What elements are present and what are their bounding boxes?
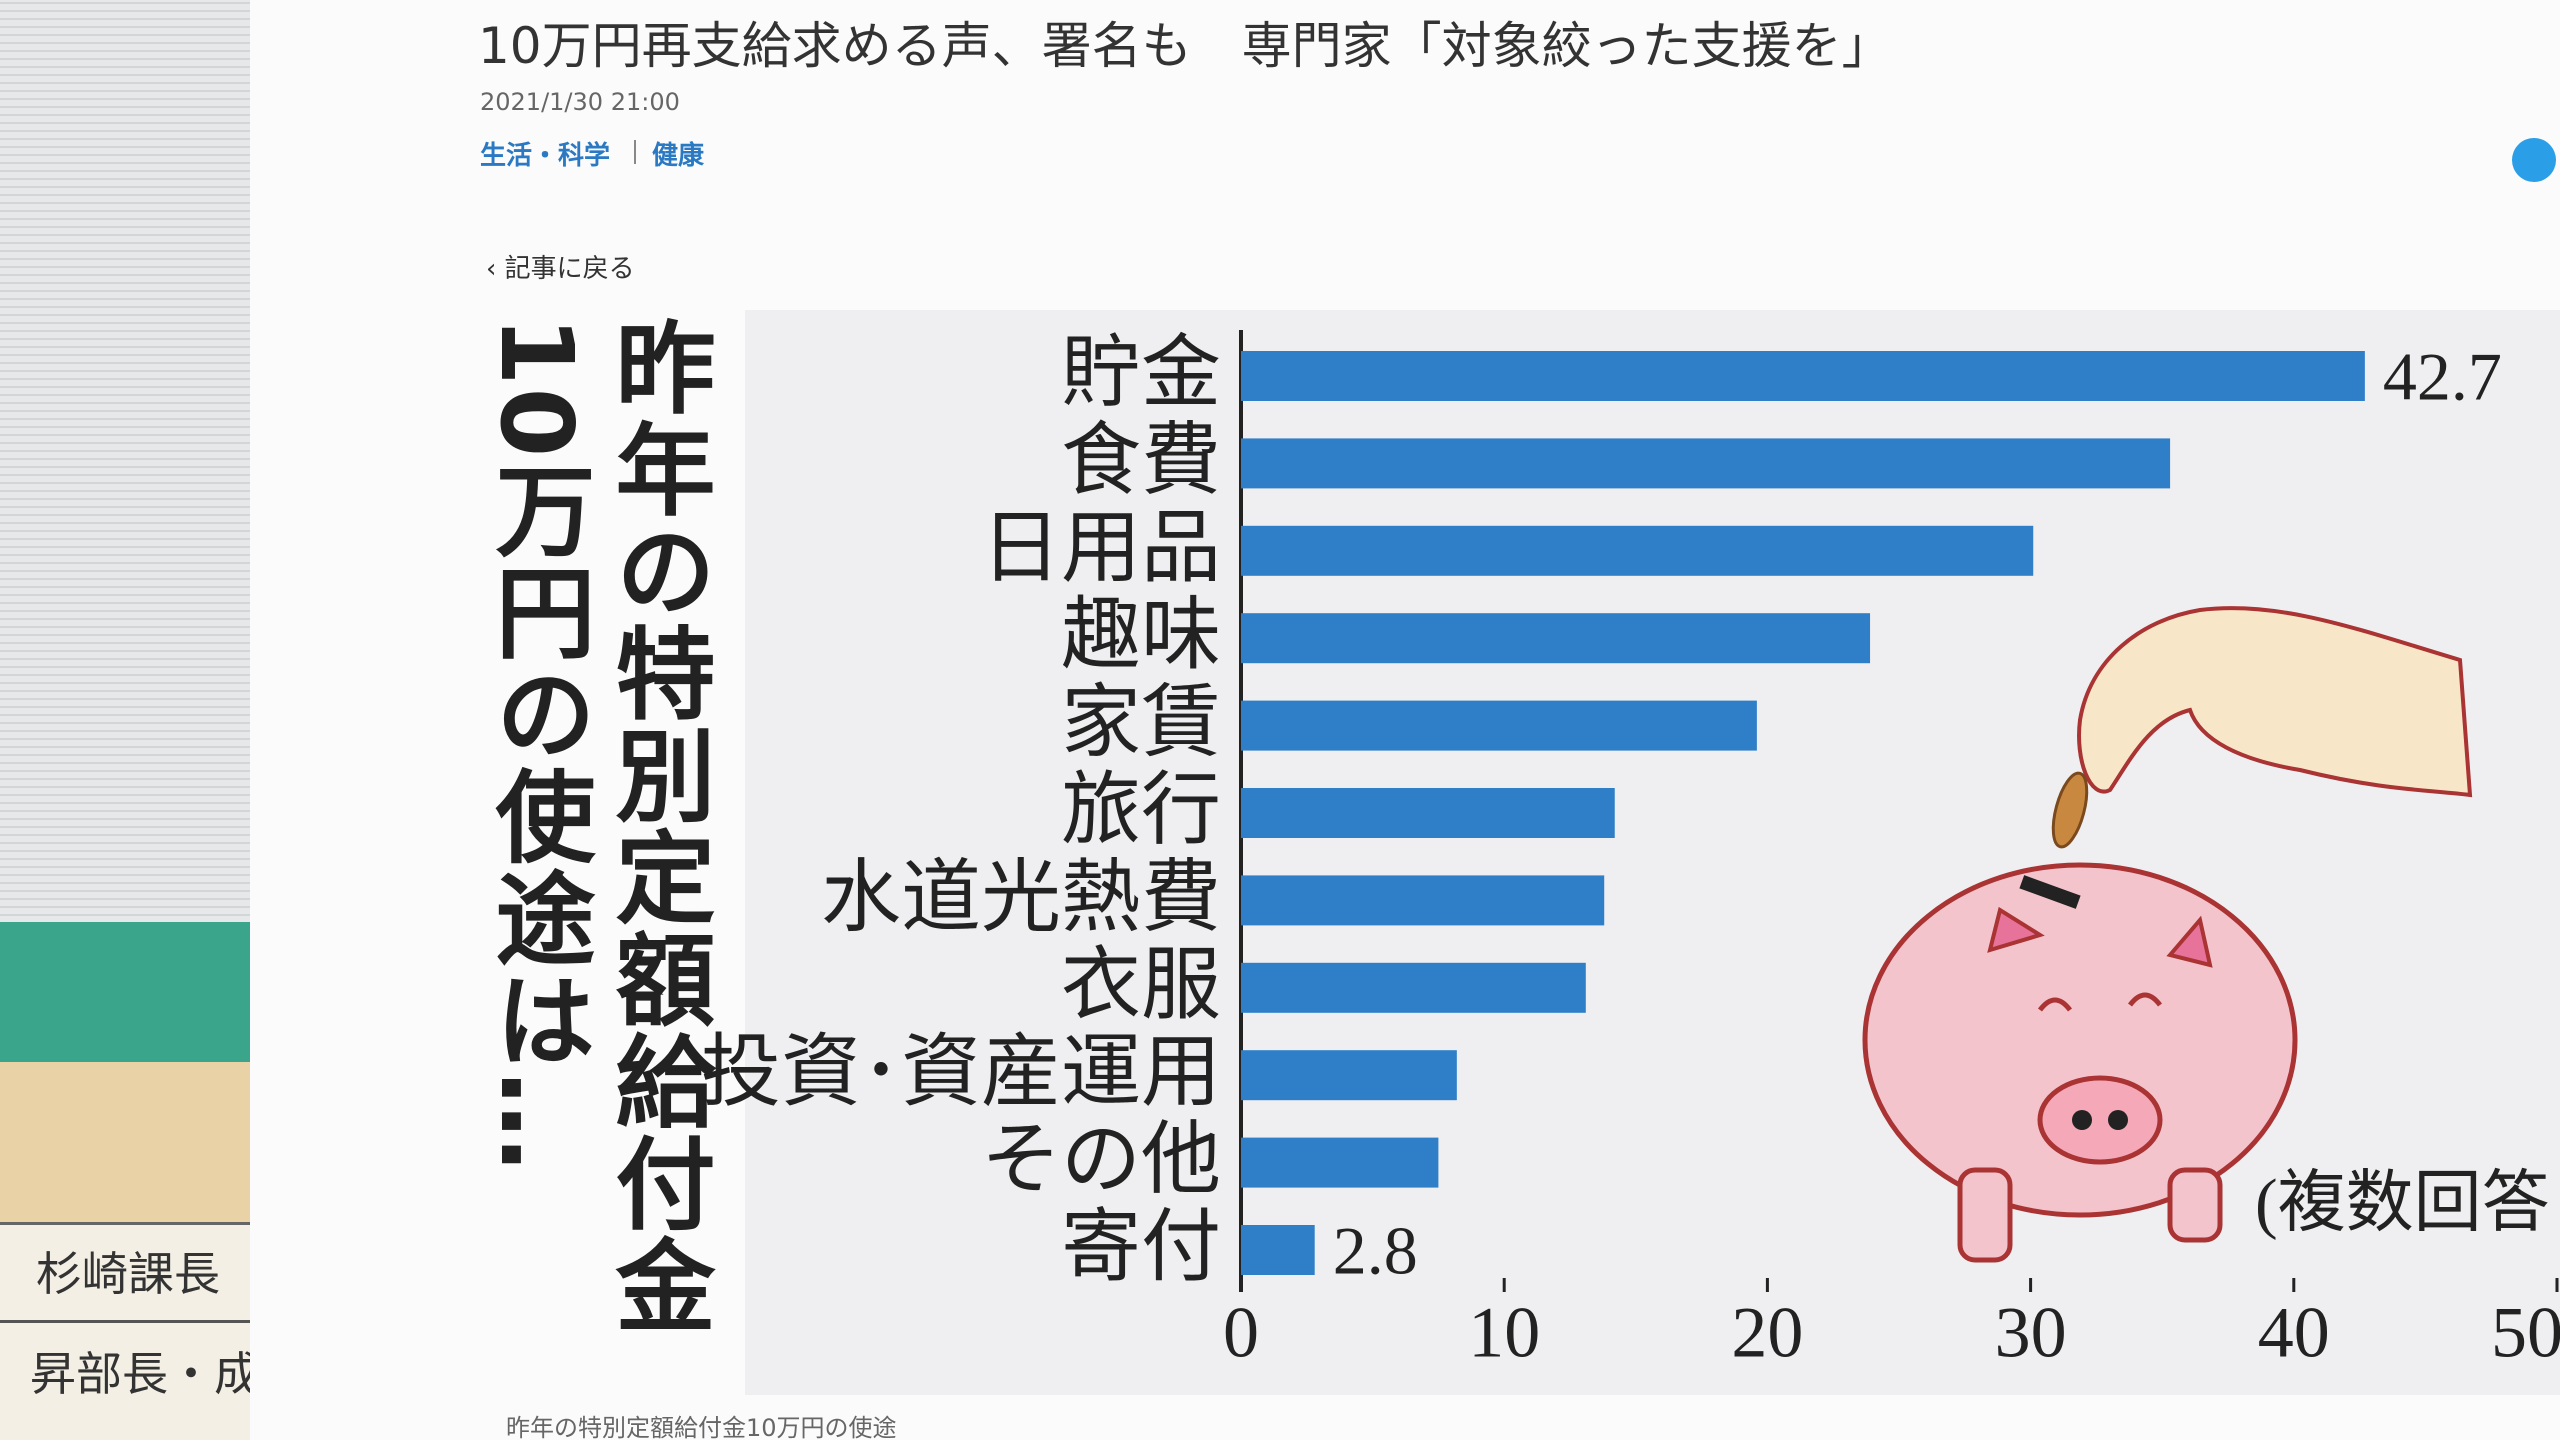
desk-note-text: 杉崎課長 xyxy=(36,1247,220,1301)
chart-panel xyxy=(745,310,2560,1395)
bar xyxy=(1241,351,2365,401)
x-tick-label: 30 xyxy=(1995,1293,2067,1373)
note: (複数回答 xyxy=(2255,1165,2550,1241)
bar xyxy=(1241,1225,1315,1275)
tag-separator xyxy=(634,140,636,164)
x-tick-label: 40 xyxy=(2258,1293,2330,1373)
chart-title: 10万円の使途は… xyxy=(478,316,595,1174)
x-tick-label: 20 xyxy=(1731,1293,1803,1373)
caption: 昨年の特別定額給付金10万円の使途 xyxy=(506,1414,897,1440)
illustration xyxy=(1862,606,2473,1263)
bar xyxy=(1241,613,1871,664)
y-tick-label: 貯金 xyxy=(1061,326,1221,419)
bar xyxy=(1241,700,1757,751)
desk-note-line xyxy=(0,1320,280,1323)
x-tick-label: 10 xyxy=(1468,1293,1540,1373)
chart-title: 昨年の特別定額給付金 xyxy=(598,316,715,1336)
desk-tan xyxy=(0,1062,270,1222)
y-tick-label: 投資･資産運用 xyxy=(701,1025,1221,1118)
x-tick-label: 0 xyxy=(1223,1293,1259,1373)
bar xyxy=(1241,788,1615,838)
y-tick-label: その他 xyxy=(981,1113,1221,1206)
y-tick-label: 家賃 xyxy=(1061,676,1221,769)
x-tick-label: 50% xyxy=(2491,1293,2560,1373)
y-tick-label: 日用品 xyxy=(981,501,1221,594)
y-tick-label: 趣味 xyxy=(1061,588,1221,681)
value-label: 2.8 xyxy=(1333,1213,1418,1289)
back-link-text[interactable]: 記事に戻る xyxy=(504,254,635,284)
bar xyxy=(1241,1137,1439,1188)
desk-green xyxy=(0,922,260,1062)
bar xyxy=(1241,438,2171,489)
bar xyxy=(1241,1050,1457,1101)
desk-note xyxy=(0,1222,280,1440)
headline: 10万円再支給求める声、署名も 専門家「対象絞った支援を」 xyxy=(478,17,1892,75)
desk-note-text: 昇部長・成 xyxy=(30,1347,260,1401)
value-label: 42.7 xyxy=(2383,339,2502,415)
desk-paper xyxy=(0,0,250,922)
y-tick-label: 水道光熱費 xyxy=(821,850,1221,943)
bar xyxy=(1241,525,2034,576)
bar xyxy=(1241,875,1605,926)
bar xyxy=(1241,962,1586,1013)
y-tick-label: 旅行 xyxy=(1061,763,1221,856)
date: 2021/1/30 21:00 xyxy=(480,88,680,116)
y-tick-label: 衣服 xyxy=(1061,938,1221,1031)
back-link[interactable]: ‹ 記事に戻る xyxy=(486,254,635,284)
y-tick-label: 食費 xyxy=(1061,413,1221,506)
tag[interactable]: 生活・科学 xyxy=(480,141,611,171)
twitter-icon[interactable] xyxy=(2512,138,2556,182)
tag[interactable]: 健康 xyxy=(652,141,705,171)
y-tick-label: 寄付 xyxy=(1061,1200,1221,1293)
